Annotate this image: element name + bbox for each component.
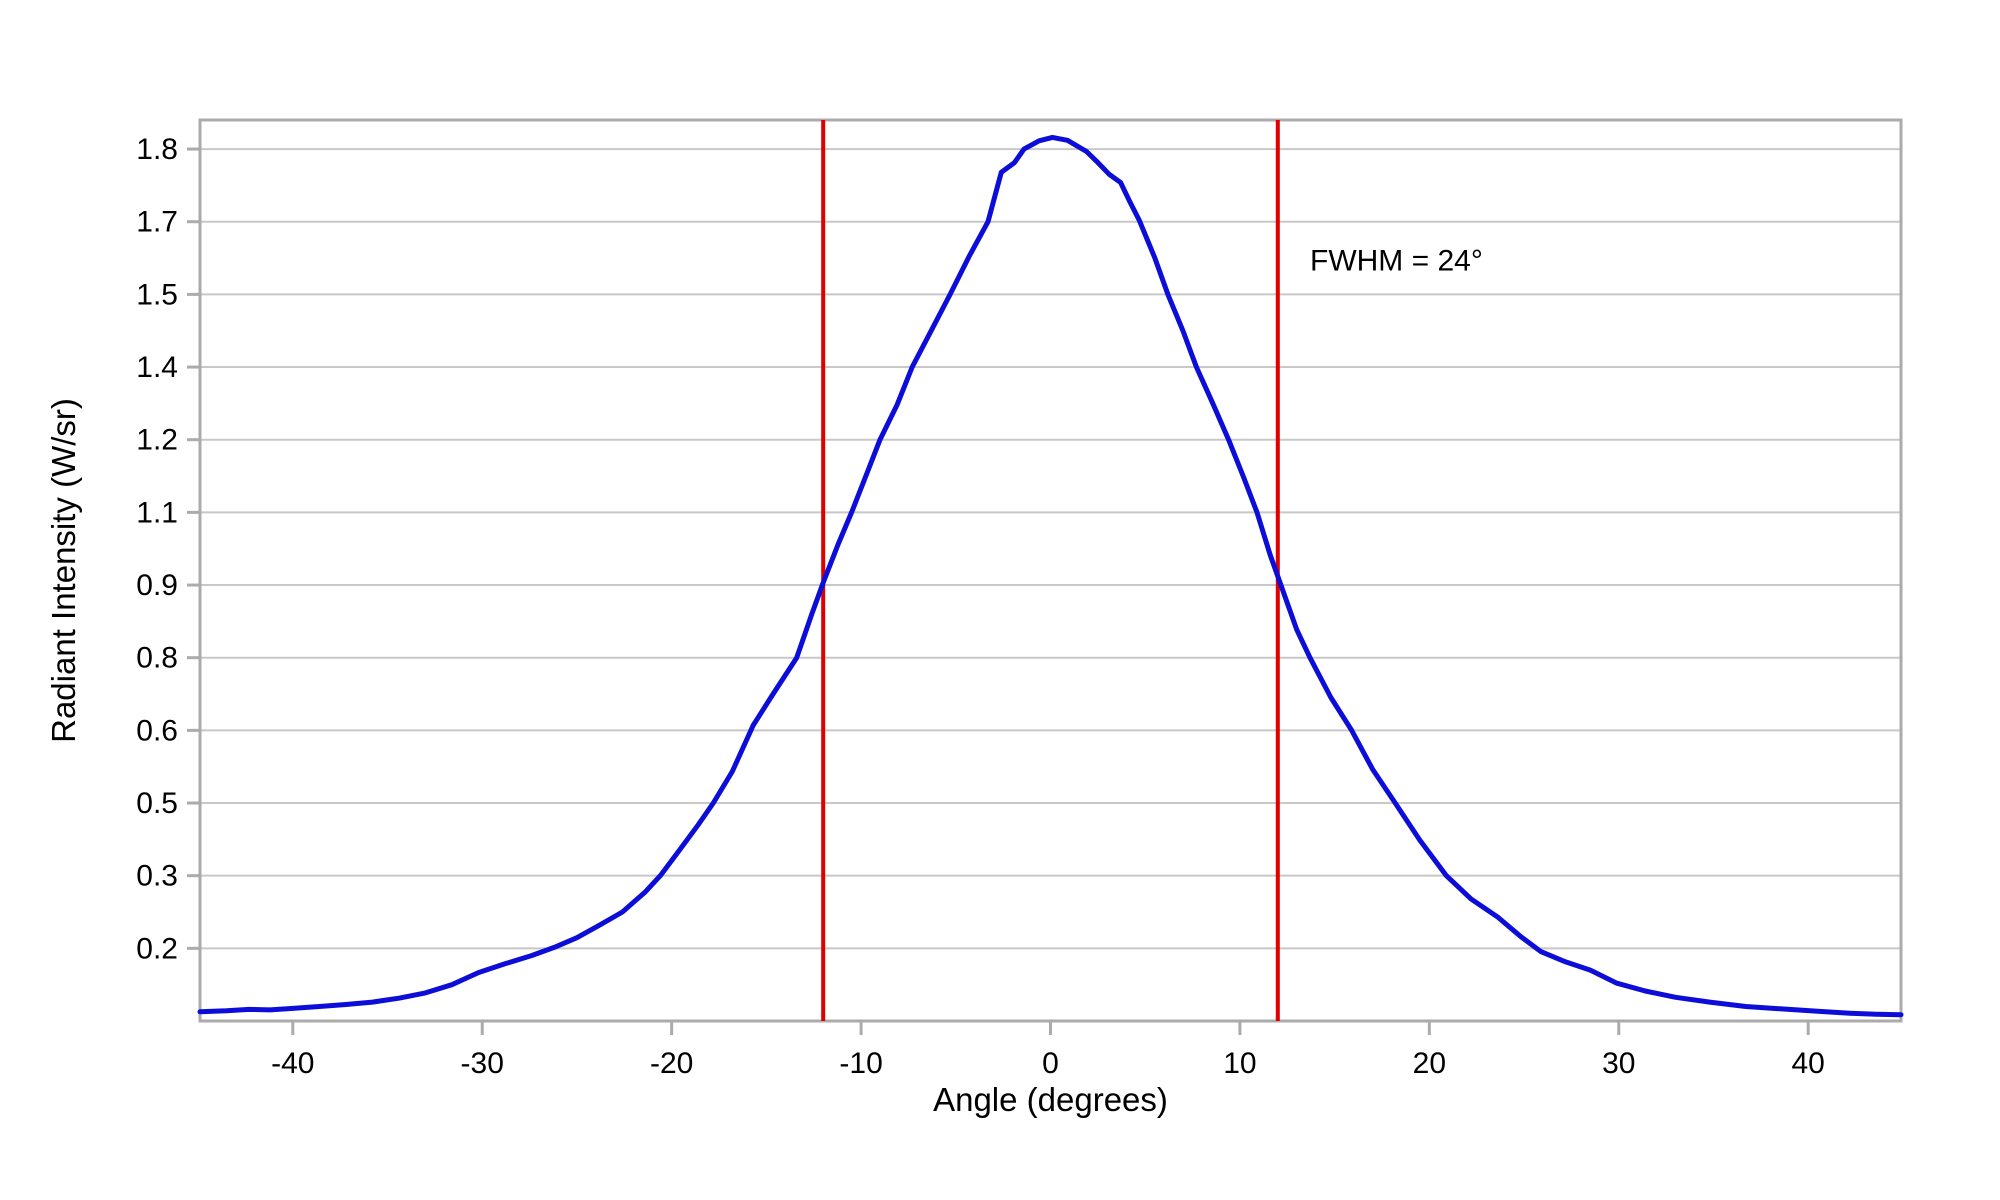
y-tick-label: 1.1	[136, 496, 178, 529]
x-tick-labels: -40 -30 -20 -10 0 10 20 30 40	[271, 1047, 1825, 1080]
fwhm-annotation: FWHM = 24°	[1310, 244, 1483, 277]
x-tick-label: -40	[271, 1047, 314, 1080]
x-tick-label: 40	[1791, 1047, 1824, 1080]
x-tick-marks	[291, 1021, 1810, 1035]
y-tick-label: 0.2	[136, 932, 178, 965]
fwhm-lines	[821, 120, 1280, 1021]
y-tick-label: 1.4	[136, 351, 178, 384]
y-tick-label: 1.2	[136, 424, 178, 457]
x-tick-label: -30	[461, 1047, 504, 1080]
x-tick-label: -20	[650, 1047, 693, 1080]
y-tick-label: 0.8	[136, 642, 178, 675]
intensity-curve	[197, 134, 1904, 1018]
y-tick-label: 1.8	[136, 133, 178, 166]
y-tick-label: 0.9	[136, 569, 178, 602]
y-axis-title: Radiant Intensity (W/sr)	[45, 398, 82, 743]
x-tick-label: 10	[1223, 1047, 1256, 1080]
y-tick-label: 0.3	[136, 860, 178, 893]
x-tick-label: 0	[1042, 1047, 1059, 1080]
x-tick-label: 20	[1413, 1047, 1446, 1080]
y-tick-label: 0.6	[136, 714, 178, 747]
x-tick-label: 30	[1602, 1047, 1635, 1080]
y-tick-marks	[187, 147, 200, 950]
plot-border	[198, 118, 1903, 1023]
x-axis-title: Angle (degrees)	[933, 1081, 1168, 1118]
gridlines	[200, 148, 1901, 950]
y-tick-label: 1.5	[136, 278, 178, 311]
y-tick-labels: 1.8 1.7 1.5 1.4 1.2 1.1 0.9 0.8 0.6 0.5 0.3 0.2	[136, 133, 178, 965]
y-tick-label: 0.5	[136, 787, 178, 820]
x-tick-label: -10	[839, 1047, 882, 1080]
y-tick-label: 1.7	[136, 206, 178, 239]
